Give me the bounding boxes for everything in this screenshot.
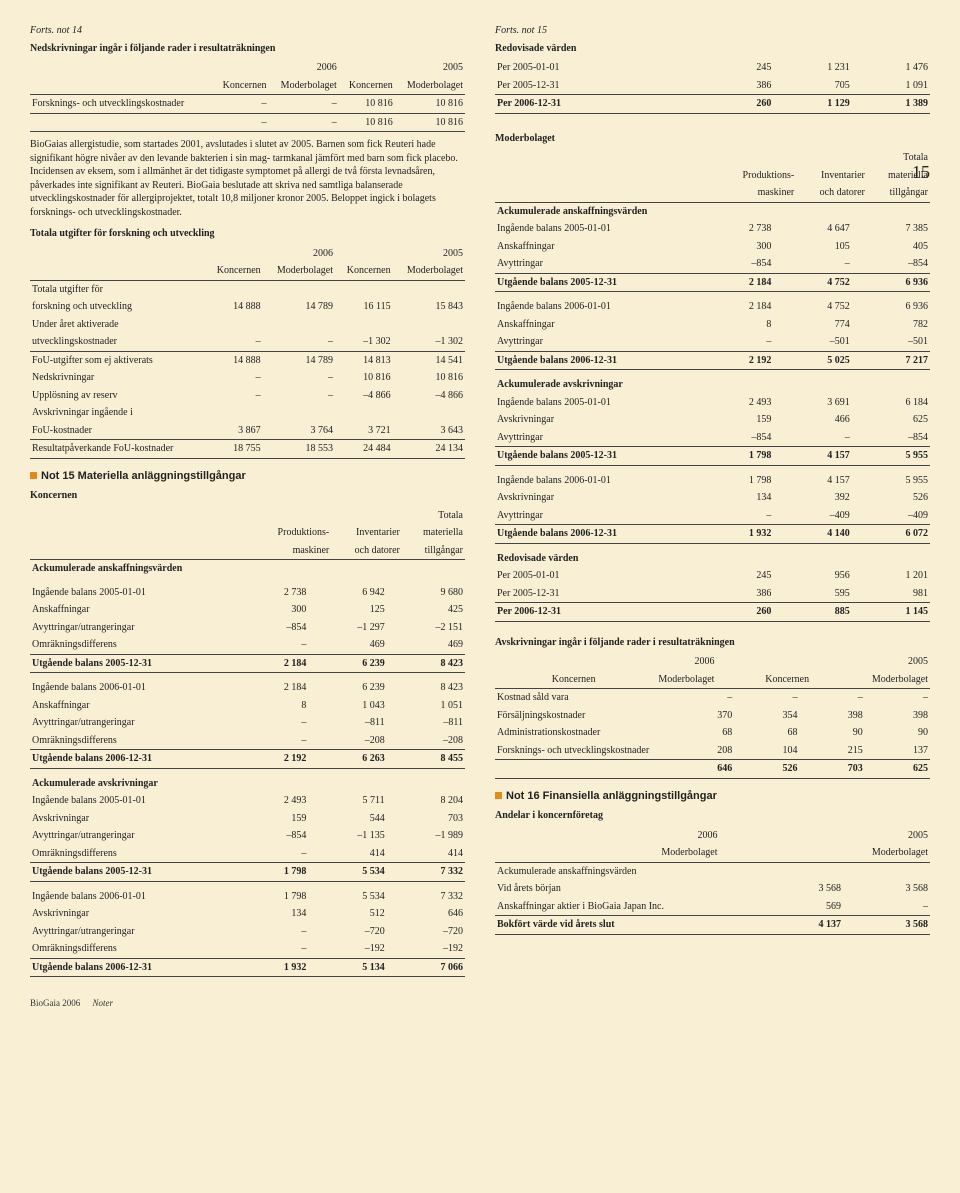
right-column: Forts. not 15 Redovisade värden Per 2005… <box>495 24 930 977</box>
table-row: Anskaffningar 8 1 043 1 051 <box>30 697 465 715</box>
note14-paragraph: BioGaias allergistudie, som startades 20… <box>30 138 465 219</box>
moder-sec3: Redovisade värden <box>495 544 930 568</box>
note14-title: Nedskrivningar ingår i följande rader i … <box>30 42 465 56</box>
table-row: Avskrivningar 134 512 646 <box>30 905 465 923</box>
table-row: Anskaffningar 8 774 782 <box>495 316 930 334</box>
moder-label: Moderbolaget <box>495 132 930 146</box>
table-row: Anskaffningar aktier i BioGaia Japan Inc… <box>495 898 930 916</box>
avskr-rows: Kostnad såld vara – – – – Försäljningsko… <box>495 689 930 779</box>
square-bullet-icon <box>495 792 502 799</box>
note15b-cont: Forts. not 15 <box>495 24 930 38</box>
table-row: Avyttringar/utrangeringar – –720 –720 <box>30 923 465 941</box>
moder-rows-b: Ingående balans 2006-01-01 2 184 4 752 6… <box>495 292 930 370</box>
note15-rows-d: Ingående balans 2006-01-01 1 798 5 534 7… <box>30 882 465 978</box>
note14-table2: 2006 2005 Koncernen Moderbolaget Koncern… <box>30 245 465 459</box>
table-sum-row: Utgående balans 2005-12-31 2 184 6 239 8… <box>30 654 465 673</box>
table-row: Forsknings- och utvecklingskostnader 208… <box>495 742 930 760</box>
note14-table1: 2006 2005 Koncernen Moderbolaget Koncern… <box>30 59 465 132</box>
table-row: Avyttringar/utrangeringar – –811 –811 <box>30 714 465 732</box>
table-sum-row: Utgående balans 2006-12-31 2 192 5 025 7… <box>495 351 930 370</box>
page-footer: BioGaia 2006 Noter <box>30 997 930 1009</box>
table-row: Omräkningsdifferens – –192 –192 <box>30 940 465 958</box>
avskr-title: Avskrivningar ingår i följande rader i r… <box>495 636 930 650</box>
table-sum-row: Utgående balans 2006-12-31 2 192 6 263 8… <box>30 750 465 769</box>
table-sum-row: Utgående balans 2006-12-31 1 932 4 140 6… <box>495 525 930 544</box>
table-row: Ackumulerade anskaffningsvärden <box>495 863 930 881</box>
moder-header: Totala Produktions- Inventarier materiel… <box>495 149 930 220</box>
table-row: Anskaffningar 300 125 425 <box>30 601 465 619</box>
table-sum-row: Per 2006-12-31 260 1 129 1 389 <box>495 95 930 114</box>
table-row: Per 2005-12-31 386 705 1 091 <box>495 77 930 95</box>
page-number: 15 <box>912 160 930 184</box>
note15-sec2: Ackumulerade avskrivningar <box>30 769 465 793</box>
table-sum-row: Utgående balans 2006-12-31 1 932 5 134 7… <box>30 958 465 977</box>
table-row: Avskrivningar 159 466 625 <box>495 411 930 429</box>
table-sum-row: Utgående balans 2005-12-31 2 184 4 752 6… <box>495 273 930 292</box>
table-row: Ingående balans 2005-01-01 2 738 6 942 9… <box>30 584 465 602</box>
table-row: Avyttringar –854 – –854 <box>495 255 930 273</box>
table-row: Avyttringar –854 – –854 <box>495 429 930 447</box>
note15-rows-c: Ingående balans 2005-01-01 2 493 5 711 8… <box>30 792 465 882</box>
note16-heading: Not 16 Finansiella anläggningstillgångar <box>495 789 930 804</box>
left-column: Forts. not 14 Nedskrivningar ingår i föl… <box>30 24 465 977</box>
table-row: Kostnad såld vara – – – – <box>495 689 930 707</box>
note15b-table: Per 2005-01-01 245 1 231 1 476 Per 2005-… <box>495 59 930 114</box>
table-sum-row: Bokfört värde vid årets slut 4 137 3 568 <box>495 916 930 935</box>
table-row: Ingående balans 2006-01-01 1 798 5 534 7… <box>30 888 465 906</box>
table-row: Omräkningsdifferens – 469 469 <box>30 636 465 654</box>
table-row: Ingående balans 2005-01-01 2 493 3 691 6… <box>495 394 930 412</box>
note15b-title: Redovisade värden <box>495 42 930 56</box>
note14-cont: Forts. not 14 <box>30 24 465 38</box>
moder-rows-a: Ingående balans 2005-01-01 2 738 4 647 7… <box>495 220 930 292</box>
square-bullet-icon <box>30 472 37 479</box>
table-row: Ingående balans 2006-01-01 2 184 6 239 8… <box>30 679 465 697</box>
footer-brand: BioGaia 2006 <box>30 998 80 1008</box>
table-row: Omräkningsdifferens – 414 414 <box>30 845 465 863</box>
table-sum-row: Utgående balans 2005-12-31 1 798 4 157 5… <box>495 447 930 466</box>
moder-sec2: Ackumulerade avskrivningar <box>495 370 930 394</box>
table-row: Anskaffningar 300 105 405 <box>495 238 930 256</box>
table-sum-row: Per 2006-12-31 260 885 1 145 <box>495 603 930 622</box>
note15-rows-b: Ingående balans 2006-01-01 2 184 6 239 8… <box>30 673 465 769</box>
table-row: Omräkningsdifferens – –208 –208 <box>30 732 465 750</box>
table-sum-row: Utgående balans 2005-12-31 1 798 5 534 7… <box>30 863 465 882</box>
moder-rows-e: Per 2005-01-01 245 956 1 201 Per 2005-12… <box>495 567 930 622</box>
note14-subtitle: Totala utgifter för forskning och utveck… <box>30 227 465 241</box>
table-row: Per 2005-12-31 386 595 981 <box>495 585 930 603</box>
table-row: Vid årets början 3 568 3 568 <box>495 880 930 898</box>
table-row: Ingående balans 2006-01-01 1 798 4 157 5… <box>495 472 930 490</box>
avskr-table: 2006 2005 Koncernen Moderbolaget Koncern… <box>495 653 930 689</box>
table-row: Ingående balans 2005-01-01 2 493 5 711 8… <box>30 792 465 810</box>
table-row: Avyttringar – –409 –409 <box>495 507 930 525</box>
table-row: Avyttringar/utrangeringar –854 –1 297 –2… <box>30 619 465 637</box>
note15-rows-a: Ingående balans 2005-01-01 2 738 6 942 9… <box>30 584 465 674</box>
table-row: Avyttringar – –501 –501 <box>495 333 930 351</box>
table-row: Försäljningskostnader 370 354 398 398 <box>495 707 930 725</box>
table-row: Ingående balans 2005-01-01 2 738 4 647 7… <box>495 220 930 238</box>
table-sum-row: 646 526 703 625 <box>495 760 930 779</box>
table-row: Administrationskostnader 68 68 90 90 <box>495 724 930 742</box>
table-row: Avyttringar/utrangeringar –854 –1 135 –1… <box>30 827 465 845</box>
moder-rows-d: Ingående balans 2006-01-01 1 798 4 157 5… <box>495 466 930 544</box>
table-row: Ingående balans 2006-01-01 2 184 4 752 6… <box>495 298 930 316</box>
content-columns: Forts. not 14 Nedskrivningar ingår i föl… <box>30 24 930 977</box>
moder-rows-c: Ingående balans 2005-01-01 2 493 3 691 6… <box>495 394 930 466</box>
table-row: Avskrivningar 159 544 703 <box>30 810 465 828</box>
note16-table: 2006 2005 Moderbolaget Moderbolaget <box>495 827 930 863</box>
footer-section: Noter <box>93 998 114 1008</box>
table-row: Avskrivningar 134 392 526 <box>495 489 930 507</box>
table-row: Per 2005-01-01 245 1 231 1 476 <box>495 59 930 77</box>
note15-heading: Not 15 Materiella anläggningstillgångar <box>30 469 465 484</box>
note15-koncernen-label: Koncernen <box>30 489 465 503</box>
note15-koncernen-table: Totala Produktions- Inventarier materiel… <box>30 507 465 584</box>
table-row: Per 2005-01-01 245 956 1 201 <box>495 567 930 585</box>
note16-rows: Ackumulerade anskaffningsvärden Vid året… <box>495 863 930 935</box>
note16-sub: Andelar i koncernföretag <box>495 809 930 823</box>
